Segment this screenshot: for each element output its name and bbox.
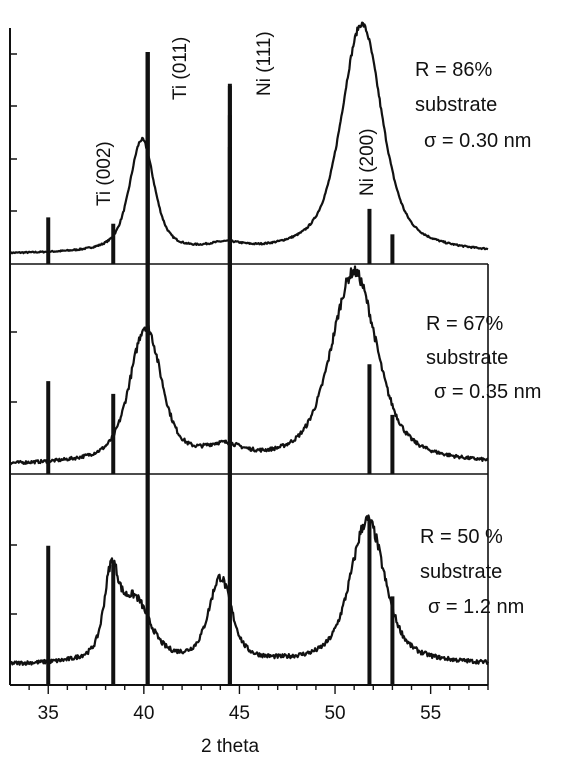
- panel-3-annotation-line-3: σ = 1.2 nm: [428, 596, 524, 618]
- panel-2-trace: [9, 265, 489, 466]
- peak-label-ni-111-: Ni (111): [254, 31, 275, 96]
- x-tick-label: 40: [133, 703, 154, 724]
- x-tick-label: 55: [420, 703, 441, 724]
- panel-3-trace: [9, 514, 490, 666]
- diffraction-traces: [9, 21, 490, 666]
- axes-frame: [9, 28, 489, 694]
- x-tick-label: 45: [229, 703, 250, 724]
- panel-3-annotation-line-1: R = 50 %: [420, 526, 503, 548]
- panel-1-annotation-line-2: substrate: [415, 94, 497, 116]
- panel-1-annotation-line-1: R = 86%: [415, 59, 492, 81]
- chart-labels: 35 40 45 50 55 2 theta Ti (002) Ti (011) Ni (111…: [38, 31, 542, 757]
- reference-lines: [46, 52, 395, 685]
- x-tick-label: 35: [38, 703, 59, 724]
- x-axis-title: 2 theta: [201, 736, 260, 757]
- panel-2-annotation-line-2: substrate: [426, 347, 508, 369]
- x-tick-label: 50: [324, 703, 345, 724]
- panel-2-annotation-line-3: σ = 0.35 nm: [434, 381, 541, 403]
- peak-label-ni-200-: Ni (200): [357, 128, 378, 196]
- peak-label-ti-002-: Ti (002): [94, 141, 115, 206]
- panel-1-trace: [9, 21, 489, 255]
- peak-label-ti-011-: Ti (011): [170, 37, 191, 100]
- panel-3-annotation-line-2: substrate: [420, 561, 502, 583]
- panel-1-annotation-line-3: σ = 0.30 nm: [424, 130, 531, 152]
- panel-2-annotation-line-1: R = 67%: [426, 313, 503, 335]
